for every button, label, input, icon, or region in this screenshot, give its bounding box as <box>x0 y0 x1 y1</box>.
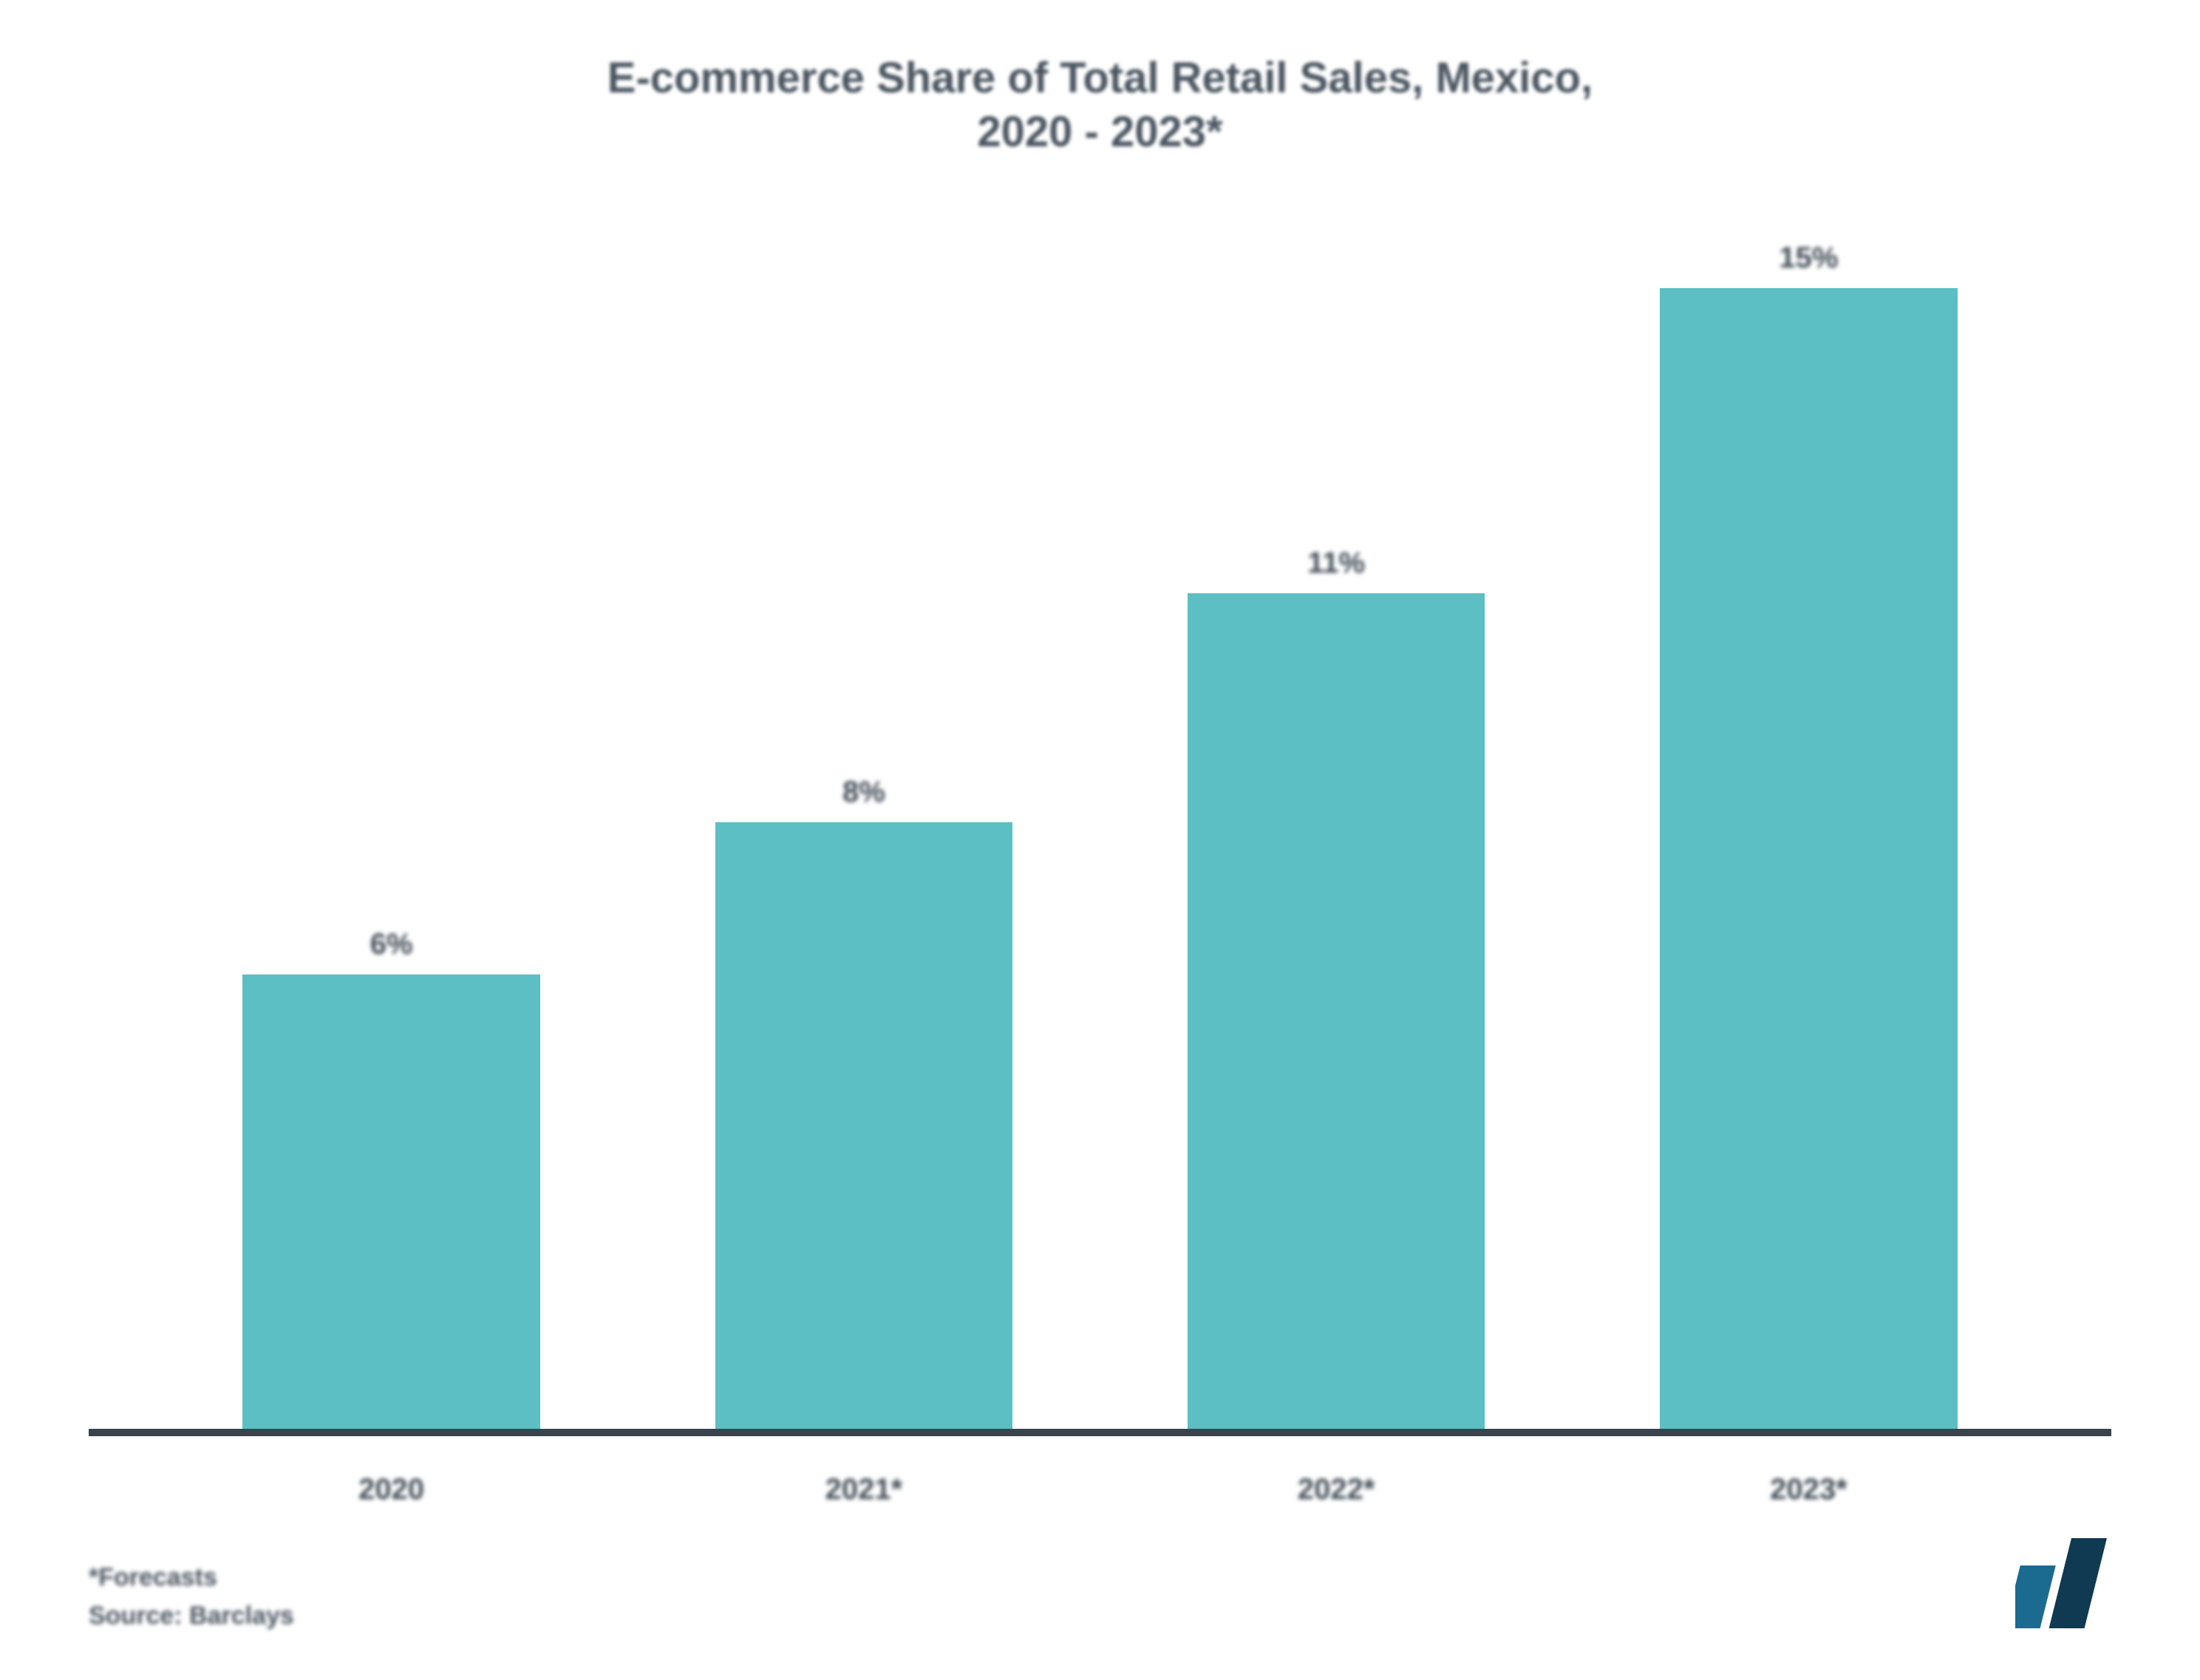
brand-logo-icon <box>2015 1532 2126 1628</box>
x-axis-label: 2022* <box>1100 1473 1573 1506</box>
x-axis-label: 2020 <box>155 1473 627 1506</box>
chart-title: E-commerce Share of Total Retail Sales, … <box>89 52 2111 159</box>
x-axis-labels: 20202021*2022*2023* <box>89 1433 2111 1506</box>
chart-container: E-commerce Share of Total Retail Sales, … <box>89 44 2111 1636</box>
bar <box>242 974 540 1433</box>
x-axis-line <box>89 1429 2111 1436</box>
bar-value-label: 8% <box>842 776 885 809</box>
bar <box>1660 288 1958 1433</box>
bar-value-label: 6% <box>370 928 413 961</box>
bar-slot: 15% <box>1573 188 2045 1433</box>
bar-value-label: 15% <box>1779 242 1838 275</box>
bar-slot: 6% <box>155 188 627 1433</box>
bar-slot: 8% <box>627 188 1100 1433</box>
footnote-forecasts: *Forecasts <box>89 1558 2111 1597</box>
chart-title-line2: 2020 - 2023* <box>977 106 1222 160</box>
bar-value-label: 11% <box>1307 547 1365 580</box>
bars-group: 6% 8% 11% 15% <box>155 188 2045 1433</box>
chart-footer: *Forecasts Source: Barclays <box>89 1558 2111 1636</box>
plot-area: 6% 8% 11% 15% <box>89 188 2111 1433</box>
chart-title-line1: E-commerce Share of Total Retail Sales, … <box>607 52 1593 106</box>
bar <box>715 822 1013 1433</box>
bar-slot: 11% <box>1100 188 1573 1433</box>
x-axis-label: 2021* <box>627 1473 1100 1506</box>
x-axis-label: 2023* <box>1573 1473 2045 1506</box>
bar <box>1188 593 1485 1433</box>
footnote-source: Source: Barclays <box>89 1597 2111 1636</box>
